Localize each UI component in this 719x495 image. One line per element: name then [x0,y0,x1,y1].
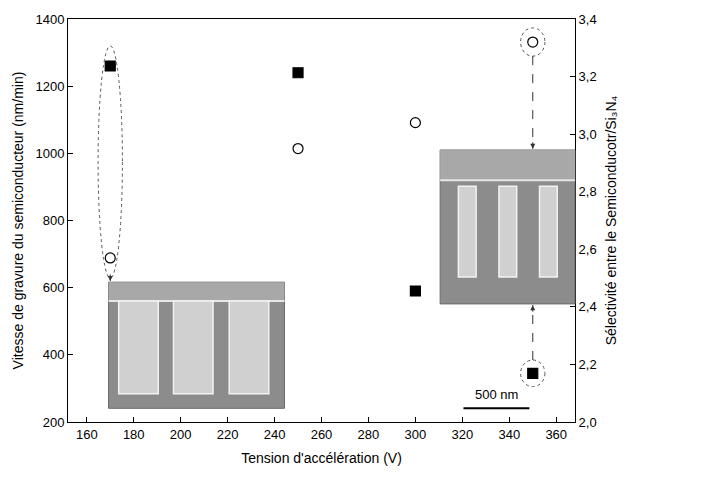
svg-text:160: 160 [76,427,98,442]
svg-text:340: 340 [498,427,520,442]
svg-text:240: 240 [264,427,286,442]
svg-text:1400: 1400 [35,12,64,27]
svg-text:200: 200 [43,415,65,430]
svg-text:360: 360 [545,427,567,442]
svg-text:400: 400 [43,347,65,362]
svg-text:200: 200 [170,427,192,442]
svg-text:280: 280 [358,427,380,442]
svg-text:180: 180 [123,427,145,442]
svg-text:800: 800 [43,213,65,228]
svg-text:Sélectivité entre le Semicondu: Sélectivité entre le Semiconducotr/Si₃N₄ [603,95,619,345]
svg-text:1200: 1200 [35,79,64,94]
svg-text:2,4: 2,4 [579,299,597,314]
svg-text:320: 320 [451,427,473,442]
svg-text:3,2: 3,2 [579,69,597,84]
svg-text:220: 220 [217,427,239,442]
svg-text:3,4: 3,4 [579,12,597,27]
svg-text:2,6: 2,6 [579,242,597,257]
svg-text:2,2: 2,2 [579,357,597,372]
svg-text:300: 300 [405,427,427,442]
svg-text:1000: 1000 [35,146,64,161]
svg-text:600: 600 [43,280,65,295]
svg-text:260: 260 [311,427,333,442]
svg-text:2,8: 2,8 [579,184,597,199]
svg-text:3,0: 3,0 [579,127,597,142]
svg-text:500 nm: 500 nm [475,387,518,402]
svg-text:Tension d'accélération (V): Tension d'accélération (V) [241,450,402,466]
svg-text:Vitesse de gravure du semicond: Vitesse de gravure du semiconducteur (nm… [10,72,26,370]
svg-text:2,0: 2,0 [579,415,597,430]
